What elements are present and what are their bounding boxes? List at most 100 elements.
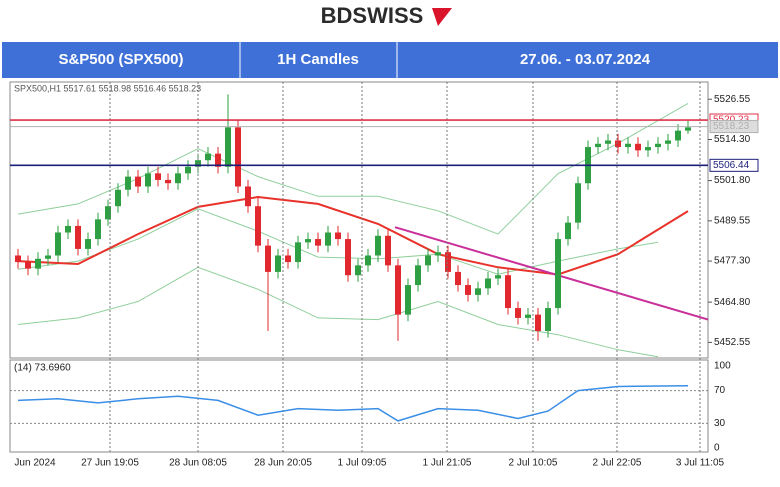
- level-box: [709, 158, 759, 172]
- candle-body: [545, 308, 551, 332]
- candle-body: [375, 235, 381, 256]
- candle-body: [485, 278, 491, 289]
- candle-body: [345, 239, 351, 276]
- candle-body: [635, 143, 641, 151]
- plot: [15, 94, 708, 358]
- candle-body: [335, 232, 341, 240]
- x-tick-label: Jun 2024: [14, 458, 56, 469]
- rsi-tick-label: 100: [714, 361, 731, 372]
- overlay-line: [394, 226, 708, 321]
- candle-body: [615, 140, 621, 148]
- rsi-line: [17, 384, 689, 422]
- candle-body: [685, 127, 691, 131]
- x-tick-label: 3 Jul 11:05: [676, 458, 725, 469]
- candle-body: [155, 173, 161, 180]
- candle-body: [205, 153, 211, 161]
- candle-body: [305, 239, 311, 243]
- candle-body: [105, 206, 111, 220]
- candle-body: [85, 239, 91, 249]
- candle-body: [285, 255, 291, 263]
- candle-body: [475, 288, 481, 295]
- candle-body: [455, 271, 461, 286]
- logo-text: BDSWISS: [321, 3, 424, 28]
- candle-body: [625, 143, 631, 148]
- header-bar: [2, 42, 778, 78]
- candle-body: [255, 206, 261, 246]
- candle-body: [135, 176, 141, 187]
- candle-body: [655, 143, 661, 148]
- candle-body: [245, 186, 251, 207]
- rsi-tick-label: 0: [714, 443, 720, 454]
- rsi-panel: [9, 359, 709, 453]
- logo: BDSWISS: [321, 3, 452, 28]
- candle-body: [435, 252, 441, 256]
- y-tick-label: 5526.55: [714, 94, 751, 105]
- candle-body: [325, 232, 331, 246]
- candle-body: [445, 252, 451, 272]
- level-box: [709, 120, 759, 134]
- candle-body: [35, 258, 41, 269]
- candle-body: [225, 127, 231, 167]
- candle-body: [535, 314, 541, 332]
- candle-body: [395, 265, 401, 315]
- rsi-tick-label: 30: [714, 418, 726, 429]
- candle-body: [385, 235, 391, 266]
- y-tick-label: 5489.55: [714, 215, 751, 226]
- info-text: SPX500,H1 5517.61 5518.98 5516.46 5518.2…: [14, 83, 201, 93]
- level-label: 5518.23: [713, 121, 750, 132]
- candle-body: [165, 179, 171, 184]
- y-tick-label: 5477.30: [714, 256, 751, 267]
- candle-body: [65, 225, 71, 233]
- candle-body: [505, 275, 511, 309]
- candle-body: [215, 153, 221, 167]
- candle-body: [75, 225, 81, 249]
- x-tick-label: 1 Jul 21:05: [423, 458, 472, 469]
- candle-body: [175, 173, 181, 184]
- x-tick-label: 2 Jul 10:05: [509, 458, 558, 469]
- candle-body: [465, 285, 471, 295]
- candle-body: [355, 265, 361, 276]
- candle-body: [565, 222, 571, 240]
- candle-body: [555, 239, 561, 309]
- candle-body: [275, 255, 281, 272]
- y-tick-label: 5501.80: [714, 175, 751, 186]
- x-tick-label: 27 Jun 19:05: [81, 458, 139, 469]
- y-tick-label: 5514.30: [714, 134, 751, 145]
- y-tick-label: 5452.55: [714, 337, 751, 348]
- candle-body: [185, 166, 191, 174]
- overlay-line: [17, 195, 689, 276]
- candle-body: [25, 262, 31, 269]
- candle-body: [125, 176, 131, 190]
- level-label: 5506.44: [713, 160, 750, 171]
- candle-body: [425, 255, 431, 266]
- candle-body: [45, 255, 51, 259]
- candle-body: [15, 255, 21, 263]
- x-tick-label: 2 Jul 22:05: [593, 458, 642, 469]
- candle-body: [415, 265, 421, 286]
- candle-body: [665, 140, 671, 144]
- overlay-line: [17, 266, 659, 358]
- header-cell: 1H Candles: [277, 51, 359, 68]
- candle-body: [575, 183, 581, 223]
- logo-icon: [432, 8, 452, 26]
- candle-body: [605, 140, 611, 144]
- candle-body: [365, 255, 371, 266]
- y-tick-label: 5464.80: [714, 297, 751, 308]
- header-cell: S&P500 (SPX500): [58, 51, 183, 68]
- candle-body: [525, 314, 531, 318]
- header-cell: 27.06. - 03.07.2024: [520, 51, 651, 68]
- candle-body: [115, 189, 121, 207]
- candle-body: [595, 143, 601, 148]
- candle-body: [295, 242, 301, 263]
- candle-body: [235, 127, 241, 187]
- candle-body: [55, 232, 61, 256]
- candle-body: [675, 130, 681, 141]
- main-panel: [9, 81, 709, 359]
- candle-body: [145, 173, 151, 187]
- rsi-label: (14) 73.6960: [14, 363, 71, 374]
- x-tick-label: 28 Jun 20:05: [254, 458, 312, 469]
- candle-body: [265, 245, 271, 272]
- rsi-tick-label: 70: [714, 385, 726, 396]
- candle-body: [405, 285, 411, 315]
